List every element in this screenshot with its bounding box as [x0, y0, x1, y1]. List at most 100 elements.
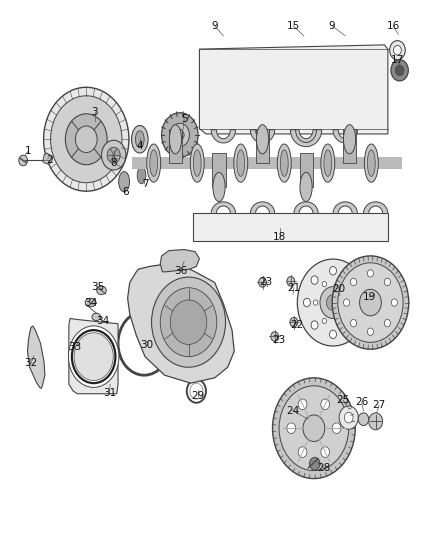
Circle shape — [329, 266, 336, 275]
Text: 20: 20 — [332, 284, 345, 294]
Circle shape — [391, 60, 408, 81]
Ellipse shape — [324, 150, 332, 176]
Circle shape — [356, 298, 363, 307]
Polygon shape — [160, 249, 199, 272]
Text: 7: 7 — [142, 179, 148, 189]
Circle shape — [339, 281, 344, 287]
Ellipse shape — [147, 144, 161, 182]
Text: 34: 34 — [84, 297, 97, 308]
Text: 35: 35 — [92, 281, 105, 292]
Ellipse shape — [92, 313, 101, 320]
Circle shape — [19, 155, 28, 166]
Ellipse shape — [190, 144, 204, 182]
Polygon shape — [333, 130, 357, 143]
Circle shape — [297, 259, 369, 346]
Circle shape — [367, 328, 374, 335]
Circle shape — [391, 299, 397, 306]
Circle shape — [298, 447, 307, 457]
Ellipse shape — [170, 125, 182, 154]
Text: 5: 5 — [181, 114, 187, 124]
Ellipse shape — [300, 172, 312, 201]
Text: 22: 22 — [290, 320, 303, 330]
Text: 15: 15 — [286, 21, 300, 31]
Ellipse shape — [85, 298, 96, 307]
Circle shape — [310, 457, 320, 470]
Ellipse shape — [367, 150, 375, 176]
Circle shape — [272, 378, 355, 479]
Circle shape — [170, 300, 207, 344]
Circle shape — [320, 287, 346, 318]
Bar — [343, 128, 356, 163]
Text: 30: 30 — [141, 340, 154, 350]
Polygon shape — [294, 130, 318, 143]
Ellipse shape — [321, 144, 335, 182]
Circle shape — [298, 399, 307, 410]
Bar — [132, 157, 402, 169]
Text: 2: 2 — [46, 156, 53, 165]
Circle shape — [68, 326, 119, 387]
Polygon shape — [69, 318, 118, 394]
Circle shape — [348, 276, 355, 284]
Circle shape — [384, 278, 390, 286]
Circle shape — [176, 130, 184, 140]
Circle shape — [348, 321, 355, 329]
Polygon shape — [28, 326, 45, 389]
Ellipse shape — [97, 286, 106, 295]
Ellipse shape — [119, 172, 130, 192]
Text: 1: 1 — [25, 146, 32, 156]
Ellipse shape — [135, 131, 144, 148]
Text: 34: 34 — [96, 316, 109, 326]
Text: 33: 33 — [68, 342, 81, 352]
Polygon shape — [127, 264, 234, 383]
Circle shape — [290, 317, 298, 327]
Polygon shape — [290, 130, 322, 147]
Circle shape — [367, 270, 374, 277]
Polygon shape — [251, 202, 275, 214]
Ellipse shape — [237, 150, 245, 176]
Ellipse shape — [150, 150, 158, 176]
Ellipse shape — [277, 144, 291, 182]
Text: 32: 32 — [25, 358, 38, 368]
Circle shape — [152, 277, 226, 367]
Circle shape — [170, 123, 189, 147]
Circle shape — [360, 289, 381, 316]
Text: 31: 31 — [102, 387, 116, 398]
Circle shape — [338, 263, 403, 342]
Text: 8: 8 — [110, 158, 117, 168]
Text: 28: 28 — [318, 463, 331, 473]
Circle shape — [271, 332, 279, 341]
Circle shape — [311, 321, 318, 329]
Text: 9: 9 — [212, 21, 218, 31]
Circle shape — [162, 113, 198, 157]
Circle shape — [358, 413, 369, 425]
Text: 17: 17 — [391, 55, 404, 64]
Text: 24: 24 — [286, 406, 300, 416]
Circle shape — [390, 41, 405, 60]
Text: 4: 4 — [137, 141, 143, 151]
Text: 3: 3 — [92, 107, 98, 117]
Bar — [300, 152, 313, 187]
Circle shape — [44, 87, 129, 191]
Circle shape — [343, 299, 350, 306]
Text: 6: 6 — [122, 187, 129, 197]
Text: 23: 23 — [259, 277, 272, 287]
Circle shape — [348, 300, 353, 305]
Ellipse shape — [364, 144, 378, 182]
Text: 36: 36 — [174, 266, 187, 276]
Circle shape — [160, 288, 217, 357]
Ellipse shape — [343, 125, 356, 154]
Circle shape — [321, 447, 329, 457]
Bar — [256, 128, 269, 163]
Circle shape — [322, 318, 326, 324]
Circle shape — [303, 415, 325, 441]
Polygon shape — [199, 45, 388, 134]
Text: 26: 26 — [355, 397, 368, 407]
Circle shape — [322, 281, 326, 287]
Circle shape — [395, 65, 404, 76]
Ellipse shape — [280, 150, 288, 176]
Circle shape — [350, 278, 357, 286]
Circle shape — [384, 319, 390, 327]
Polygon shape — [333, 202, 357, 214]
Text: 16: 16 — [386, 21, 400, 31]
Circle shape — [287, 277, 295, 286]
